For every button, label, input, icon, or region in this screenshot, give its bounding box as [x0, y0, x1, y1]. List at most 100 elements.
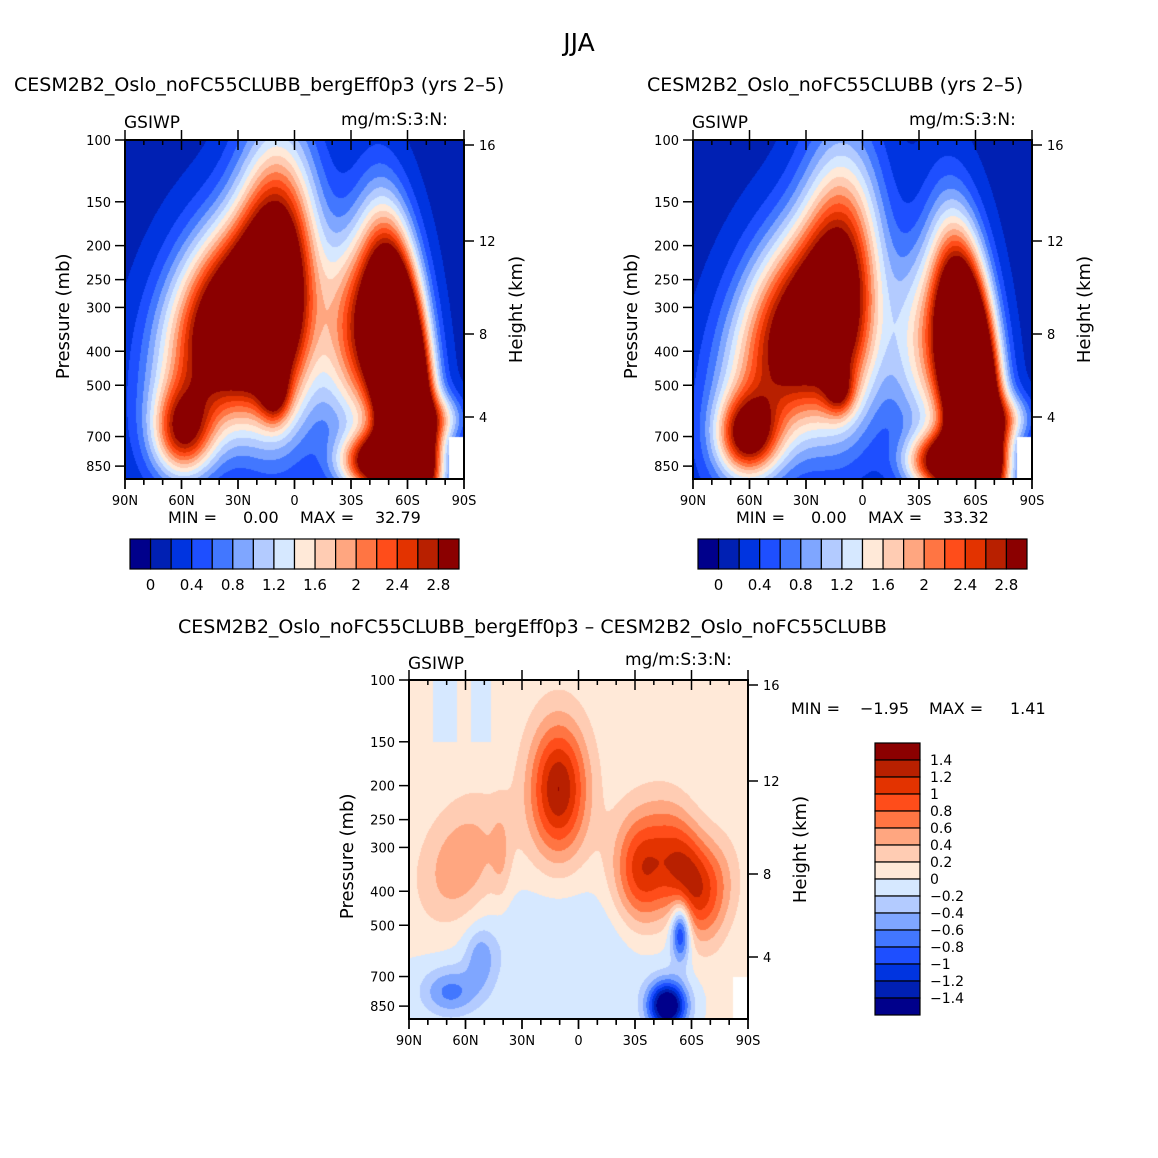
panel-diff-colorbar-tick-label: −0.2	[930, 889, 964, 905]
panel-b-colorbar-swatch	[820, 538, 843, 570]
panel-b-colorbar-tick-label: 1.6	[871, 576, 895, 594]
panel-diff-y2-tick-label: 8	[763, 868, 771, 883]
panel-a-min-value: 0.00	[243, 508, 279, 527]
figure-title: JJA	[563, 28, 595, 57]
panel-a-frame	[124, 139, 465, 480]
panel-b-variable-label: GSIWP	[692, 113, 749, 133]
panel-a-y2-tick-label: 12	[479, 235, 496, 250]
panel-a-colorbar-tick-label: 0.4	[180, 576, 204, 594]
panel-diff-colorbar-swatch	[874, 827, 921, 846]
panel-diff-variable-label: GSIWP	[408, 654, 465, 674]
panel-b-y-tick-label: 700	[654, 431, 679, 446]
panel-a-colorbar-swatch	[211, 538, 234, 570]
panel-a-y-tick-label: 400	[86, 345, 111, 360]
panel-b-y2-tick-label: 8	[1047, 328, 1055, 343]
panel-diff-colorbar-tick-label: 0.6	[930, 821, 952, 837]
panel-b-title: CESM2B2_Oslo_noFC55CLUBB (yrs 2–5)	[647, 74, 1024, 96]
panel-b-colorbar-swatch	[841, 538, 864, 570]
panel-diff-colorbar-tick-label: 1.4	[930, 753, 952, 769]
panel-diff-colorbar-swatch	[874, 946, 921, 965]
panel-a-y-tick-label: 250	[86, 274, 111, 289]
panel-b-colorbar-swatch	[985, 538, 1008, 570]
panel-b-colorbar-swatch	[779, 538, 802, 570]
panel-diff-y2-axis-title: Height (km)	[790, 796, 811, 903]
panel-diff-y2-tick-label: 16	[763, 679, 780, 694]
panel-a-max-label: MAX =	[300, 508, 355, 527]
panel-diff-min-label: MIN =	[791, 699, 840, 718]
panel-diff-colorbar-tick-label: −1.4	[930, 991, 964, 1007]
panel-a-y-tick-label: 100	[86, 134, 111, 149]
panel-diff-y-axis-title: Pressure (mb)	[337, 793, 358, 919]
panel-b-x-tick-label: 30S	[907, 494, 932, 509]
panel-b-min-label: MIN =	[736, 508, 785, 527]
panel-a-colorbar-swatch	[335, 538, 357, 570]
panel-a-y-tick-label: 150	[86, 196, 111, 211]
panel-diff-colorbar-swatch	[874, 878, 921, 897]
panel-a-x-tick-label: 30S	[339, 494, 364, 509]
panel-diff-colorbar-swatch	[874, 810, 921, 829]
panel-b-colorbar-tick-label: 0.8	[789, 576, 813, 594]
panel-a-y-tick-label: 300	[86, 301, 111, 316]
panel-diff-colorbar-tick-label: −0.4	[930, 906, 964, 922]
panel-diff-y-tick-label: 500	[370, 919, 395, 934]
panel-a-x-tick-label: 0	[290, 494, 298, 509]
panel-a-x-tick-label: 60S	[395, 494, 420, 509]
panel-diff-y-tick-label: 100	[370, 674, 395, 689]
panel-a-min-label: MIN =	[168, 508, 217, 527]
panel-a-colorbar-swatch	[191, 538, 213, 570]
panel-diff-colorbar-swatch	[874, 861, 921, 880]
panel-a-colorbar-tick-label: 1.6	[303, 576, 327, 594]
panel-diff-frame	[408, 679, 749, 1020]
panel-a-colorbar-tick-label: 0	[146, 576, 156, 594]
panel-a-y2-tick-label: 16	[479, 139, 496, 154]
panel-a-y-tick-label: 500	[86, 379, 111, 394]
panel-diff-x-tick-label: 60N	[452, 1034, 478, 1049]
panel-b-x-tick-label: 90N	[680, 494, 706, 509]
panel-a-colorbar-swatch	[149, 538, 172, 570]
panel-diff-y2-tick-label: 12	[763, 775, 780, 790]
panel-b-y-tick-label: 250	[654, 274, 679, 289]
panel-diff-x-tick-label: 0	[574, 1034, 582, 1049]
panel-b-frame	[692, 139, 1033, 480]
panel-b-y2-tick-label: 4	[1047, 411, 1055, 426]
panel-a-colorbar-swatch	[232, 538, 254, 570]
panel-a-x-tick-label: 60N	[168, 494, 194, 509]
panel-diff-title: CESM2B2_Oslo_noFC55CLUBB_bergEff0p3 – CE…	[178, 616, 887, 638]
panel-a-colorbar-tick-label: 2	[351, 576, 361, 594]
panel-diff-colorbar-tick-label: 1.2	[930, 770, 952, 786]
panel-b-colorbar-swatch	[861, 538, 884, 570]
panel-b-y2-axis-title: Height (km)	[1074, 256, 1095, 363]
panel-a-contour-field	[125, 140, 464, 479]
panel-diff-colorbar-swatch	[874, 929, 921, 948]
panel-diff-colorbar-tick-label: 0.2	[930, 855, 952, 871]
panel-a-x-tick-label: 90N	[112, 494, 138, 509]
panel-diff-colorbar-tick-label: 0.8	[930, 804, 952, 820]
panel-a-colorbar-swatch	[314, 538, 337, 570]
panel-diff-units-label: mg/m:S:3:N:	[625, 650, 732, 670]
panel-a-x-tick-label: 90S	[452, 494, 477, 509]
panel-b-colorbar-tick-label: 2	[919, 576, 929, 594]
panel-b-y-tick-label: 400	[654, 345, 679, 360]
panel-diff-x-tick-label: 60S	[679, 1034, 704, 1049]
panel-diff-colorbar-swatch	[874, 742, 921, 761]
panel-diff-x-tick-label: 30S	[623, 1034, 648, 1049]
panel-b-colorbar-swatch	[903, 538, 925, 570]
panel-diff-colorbar-swatch	[874, 912, 921, 931]
panel-b-colorbar-tick-label: 1.2	[830, 576, 854, 594]
panel-a-y2-axis-title: Height (km)	[506, 256, 527, 363]
panel-diff-colorbar-tick-label: −0.6	[930, 923, 964, 939]
panel-a-colorbar-tick-label: 0.8	[221, 576, 245, 594]
panel-diff-colorbar-tick-label: −1	[930, 957, 951, 973]
panel-a-colorbar-swatch	[396, 538, 419, 570]
panel-diff-x-tick-label: 90N	[396, 1034, 422, 1049]
panel-b-max-value: 33.32	[943, 508, 989, 527]
panel-b-colorbar-swatch	[717, 538, 740, 570]
panel-b-colorbar-swatch	[738, 538, 761, 570]
panel-b-colorbar-swatch	[923, 538, 946, 570]
panel-diff-colorbar-tick-label: −1.2	[930, 974, 964, 990]
panel-b-x-tick-label: 30N	[793, 494, 819, 509]
panel-b-max-label: MAX =	[868, 508, 923, 527]
panel-diff-min-value: −1.95	[860, 699, 910, 718]
panel-b-colorbar-swatch	[882, 538, 905, 570]
panel-b-x-tick-label: 60N	[736, 494, 762, 509]
